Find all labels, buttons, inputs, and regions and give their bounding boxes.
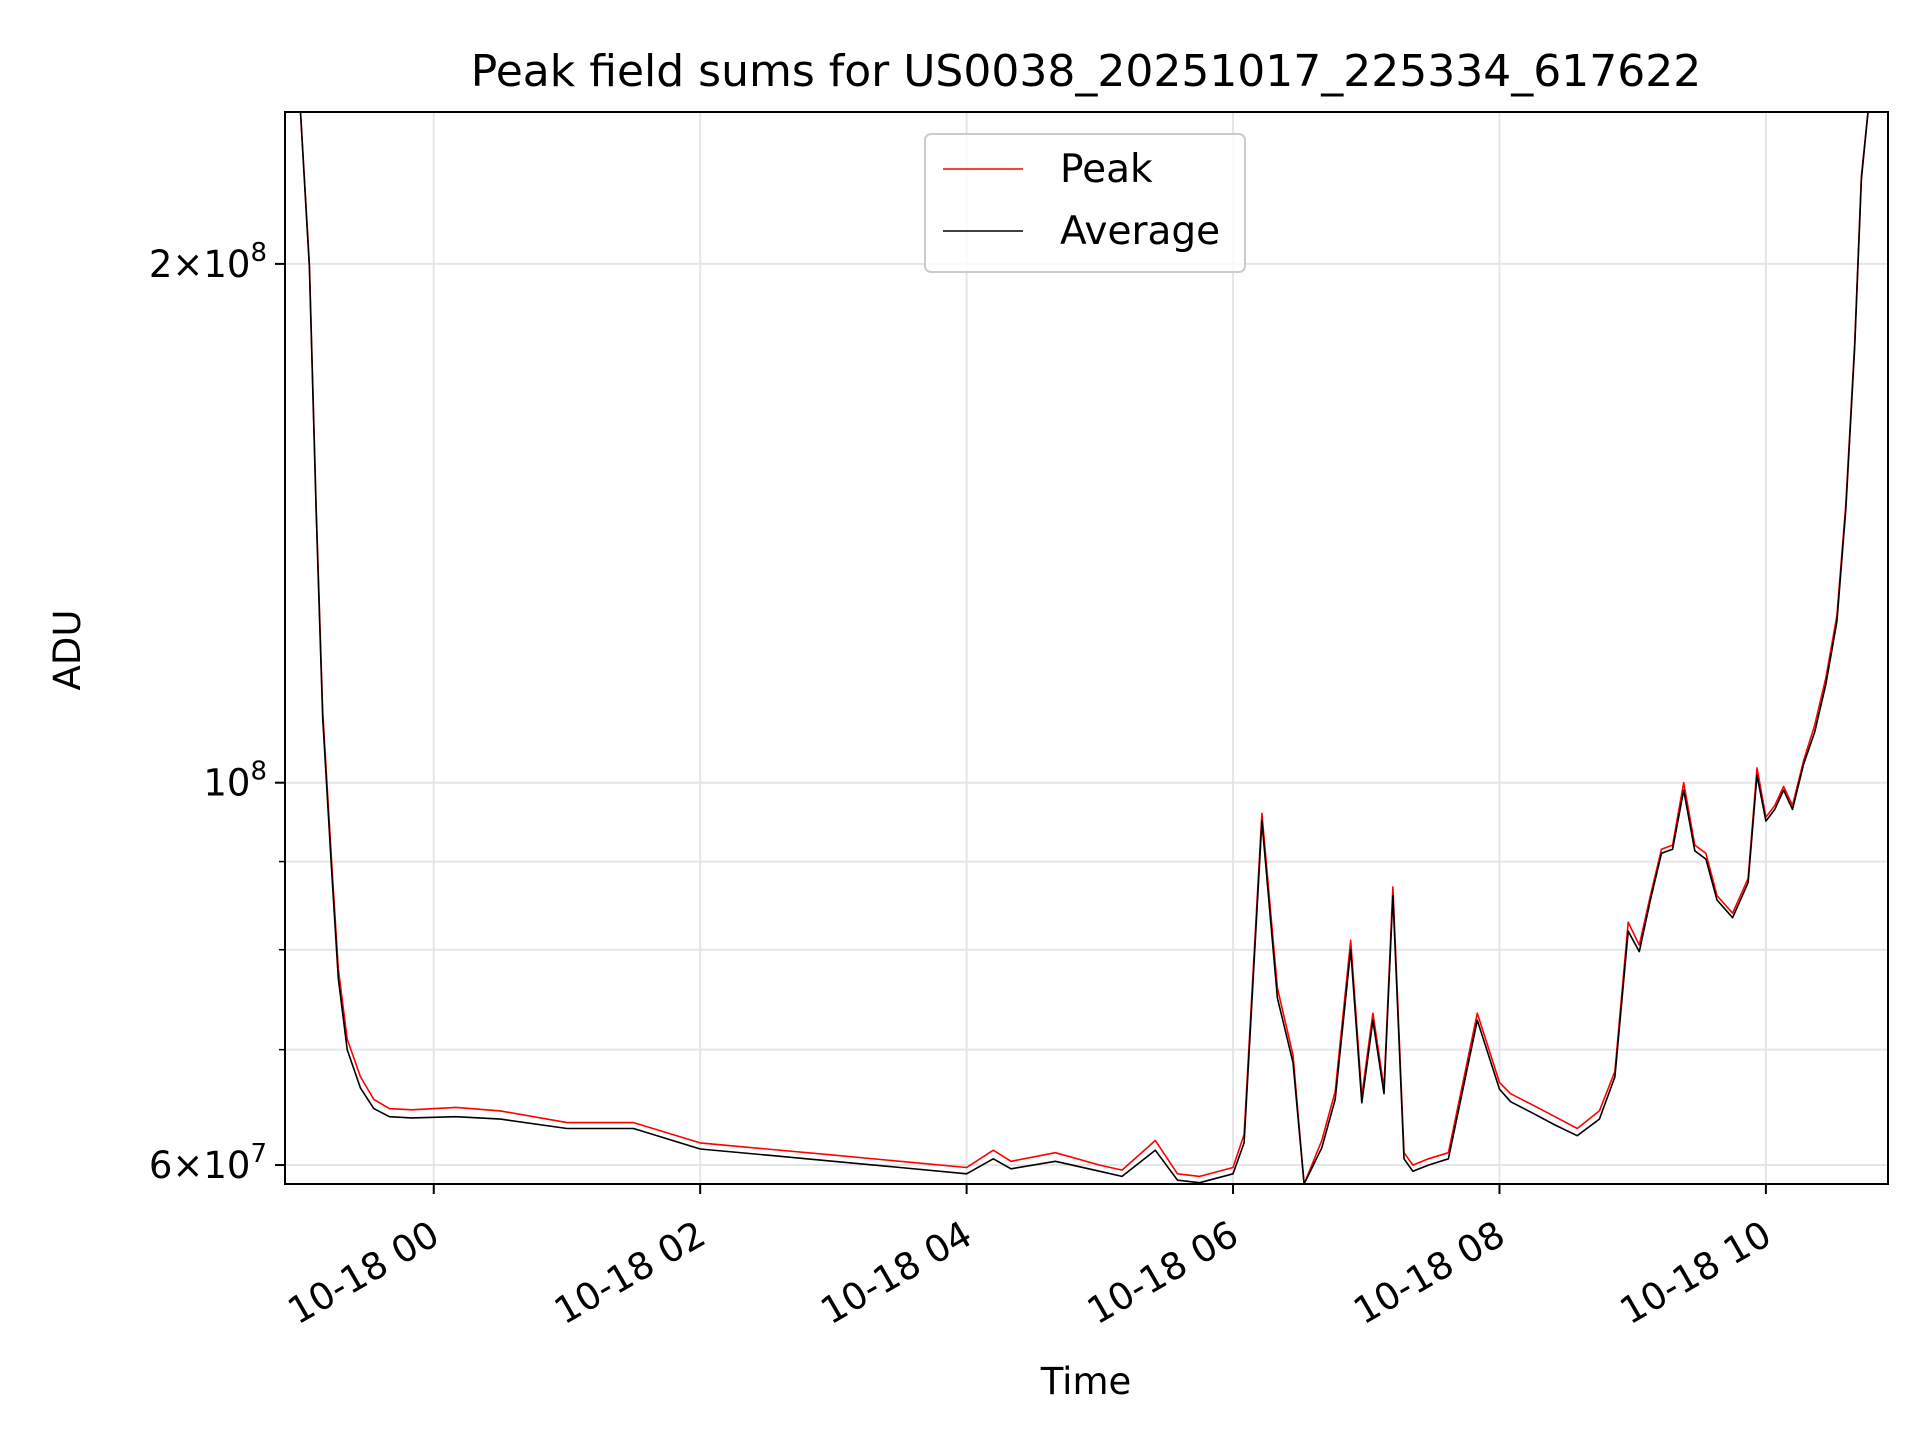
y-axis: 6×107 108 2×108	[149, 238, 285, 1187]
plot-frame	[284, 111, 1889, 1185]
x-axis-label: Time	[1040, 1360, 1132, 1403]
chart-title: Peak field sums for US0038_20251017_2253…	[471, 46, 1701, 97]
series-line-average	[299, 112, 1869, 1184]
y-tick-label: 6×107	[149, 1139, 267, 1187]
legend-label-average: Average	[1060, 209, 1220, 254]
plot-lines	[299, 112, 1869, 1184]
grid	[285, 112, 1888, 1184]
legend-label-peak: Peak	[1060, 147, 1153, 192]
y-axis-label: ADU	[46, 610, 89, 691]
y-tick-label: 108	[203, 757, 267, 805]
legend: Peak Average	[924, 133, 1246, 273]
y-tick-label: 2×108	[149, 238, 267, 286]
